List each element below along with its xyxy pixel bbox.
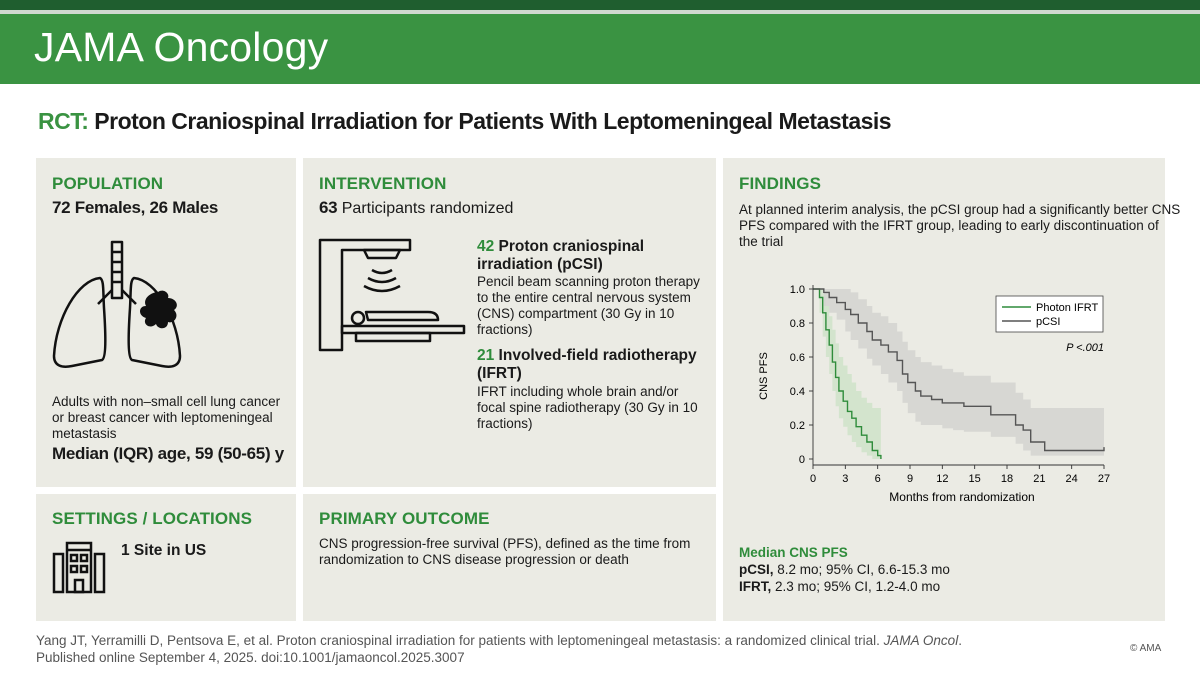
citation-line1: Yang JT, Yerramilli D, Pentsova E, et al… — [36, 632, 962, 649]
findings-text-line: At planned interim analysis, the pCSI gr… — [739, 202, 1181, 217]
x-tick-label: 0 — [810, 473, 816, 485]
population-heading: POPULATION — [52, 174, 164, 193]
randomized-line: 63 Participants randomized — [319, 198, 514, 217]
y-tick-label: 1.0 — [790, 284, 805, 296]
x-tick-label: 21 — [1033, 473, 1045, 485]
km-survival-chart: 0 0.2 0.4 0.6 0.8 1.0 0 3 6 9 12 15 18 21 24 27 CNS PFS… — [758, 284, 1110, 504]
y-tick-label: 0 — [799, 454, 805, 466]
citation-period: . — [958, 633, 962, 648]
y-axis-label: CNS PFS — [758, 352, 770, 400]
ci-band-photon-ifrt — [813, 289, 881, 459]
settings-site: 1 Site in US — [121, 542, 207, 559]
population-desc-line: Adults with non–small cell lung cancer — [52, 394, 281, 409]
population-median-age: Median (IQR) age, 59 (50-65) y — [52, 444, 284, 463]
x-tick-label: 24 — [1066, 473, 1078, 485]
y-tick-label: 0.2 — [790, 420, 805, 432]
arm1-title-line1: 42 Proton craniospinal — [477, 238, 644, 256]
findings-text: At planned interim analysis, the pCSI gr… — [739, 202, 1180, 250]
arm2-desc-line: fractions) — [477, 416, 533, 431]
arm2-desc-line: focal spine radiotherapy (30 Gy in 10 — [477, 400, 698, 415]
building-icon — [52, 541, 106, 594]
citation: Yang JT, Yerramilli D, Pentsova E, et al… — [36, 632, 962, 666]
arm1-description: Pencil beam scanning proton therapy to t… — [477, 274, 700, 338]
median-pfs-heading: Median CNS PFS — [739, 545, 848, 560]
pcsi-value: 8.2 mo; 95% CI, 6.6-15.3 mo — [773, 562, 950, 577]
arm2-title-line1: 21 Involved-field radiotherapy — [477, 347, 697, 365]
arm2-name-part1: Involved-field radiotherapy — [494, 347, 697, 364]
primary-outcome-line: randomization to CNS disease progression… — [319, 552, 629, 567]
x-tick-label: 6 — [875, 473, 881, 485]
median-pfs-ifrt: IFRT, 2.3 mo; 95% CI, 1.2-4.0 mo — [739, 579, 940, 595]
findings-heading: FINDINGS — [739, 174, 822, 193]
survival-curve-pcsi — [813, 288, 1105, 452]
arm1-desc-line: to the entire central nervous system — [477, 290, 691, 305]
survival-curve-photon-ifrt — [813, 288, 882, 459]
top-bar-stripe — [0, 10, 1200, 14]
findings-text-line: PFS compared with the IFRT group, leadin… — [739, 218, 1159, 233]
citation-authors-title: Yang JT, Yerramilli D, Pentsova E, et al… — [36, 633, 884, 648]
arm2-title: 21 Involved-field radiotherapy (IFRT) — [477, 347, 697, 383]
lungs-tumor-icon — [52, 240, 182, 368]
population-counts: 72 Females, 26 Males — [52, 198, 219, 217]
arm1-title: 42 Proton craniospinal irradiation (pCSI… — [477, 238, 644, 274]
x-tick-label: 18 — [1001, 473, 1013, 485]
intervention-heading: INTERVENTION — [319, 174, 447, 193]
population-desc-line: metastasis — [52, 426, 117, 441]
ifrt-label: IFRT, — [739, 579, 772, 594]
population-description: Adults with non–small cell lung cancer o… — [52, 394, 280, 442]
settings-panel — [36, 494, 296, 621]
primary-outcome-text: CNS progression-free survival (PFS), def… — [319, 536, 690, 568]
arm1-name-part1: Proton craniospinal — [494, 238, 645, 255]
randomized-count: 63 — [319, 198, 338, 217]
median-pfs-pcsi: pCSI, 8.2 mo; 95% CI, 6.6-15.3 mo — [739, 562, 950, 578]
settings-heading: SETTINGS / LOCATIONS — [52, 509, 253, 528]
x-tick-label: 15 — [969, 473, 981, 485]
legend-box — [995, 295, 1104, 333]
primary-outcome-panel — [303, 494, 716, 621]
arm2-description: IFRT including whole brain and/or focal … — [477, 384, 698, 432]
arm1-desc-line: fractions) — [477, 322, 533, 337]
legend-label-photon-ifrt: Photon IFRT — [1036, 302, 1098, 314]
y-tick-label: 0.6 — [790, 352, 805, 364]
ifrt-value: 2.3 mo; 95% CI, 1.2-4.0 mo — [771, 579, 941, 594]
primary-outcome-heading: PRIMARY OUTCOME — [319, 509, 490, 528]
y-tick-label: 0.8 — [790, 318, 805, 330]
population-desc-line: or breast cancer with leptomeningeal — [52, 410, 273, 425]
journal-banner — [0, 14, 1200, 84]
title-text: Proton Craniospinal Irradiation for Pati… — [94, 108, 892, 134]
intervention-panel — [303, 158, 716, 487]
x-tick-label: 3 — [842, 473, 848, 485]
citation-journal: JAMA Oncol — [883, 633, 959, 648]
journal-name: JAMA Oncology — [34, 24, 329, 70]
y-tick-label: 0.4 — [790, 386, 805, 398]
findings-text-line: the trial — [739, 234, 784, 249]
arm2-count: 21 — [477, 347, 495, 364]
x-tick-label: 12 — [936, 473, 948, 485]
title-prefix: RCT: — [38, 108, 89, 134]
copyright: © AMA — [1130, 643, 1162, 654]
pcsi-label: pCSI, — [739, 562, 774, 577]
arm2-name-part2: (IFRT) — [477, 365, 522, 382]
proton-therapy-machine-icon — [318, 238, 466, 352]
x-tick-label: 9 — [907, 473, 913, 485]
p-value-annotation: P <.001 — [1066, 342, 1104, 354]
arm2-desc-line: IFRT including whole brain and/or — [477, 384, 679, 399]
page-title: RCT: Proton Craniospinal Irradiation for… — [38, 108, 892, 135]
x-tick-label: 27 — [1098, 473, 1110, 485]
arm1-desc-line: Pencil beam scanning proton therapy — [477, 274, 700, 289]
randomized-text: Participants randomized — [337, 200, 514, 217]
arm1-desc-line: (CNS) compartment (30 Gy in 10 — [477, 306, 675, 321]
arm1-name-part2: irradiation (pCSI) — [477, 256, 603, 273]
arm1-count: 42 — [477, 238, 495, 255]
legend-label-pcsi: pCSI — [1036, 316, 1060, 328]
citation-line2: Published online September 4, 2025. doi:… — [36, 650, 465, 665]
x-axis-label: Months from randomization — [889, 490, 1034, 504]
chart-legend: Photon IFRT pCSI — [995, 295, 1104, 333]
primary-outcome-line: CNS progression-free survival (PFS), def… — [319, 536, 691, 551]
